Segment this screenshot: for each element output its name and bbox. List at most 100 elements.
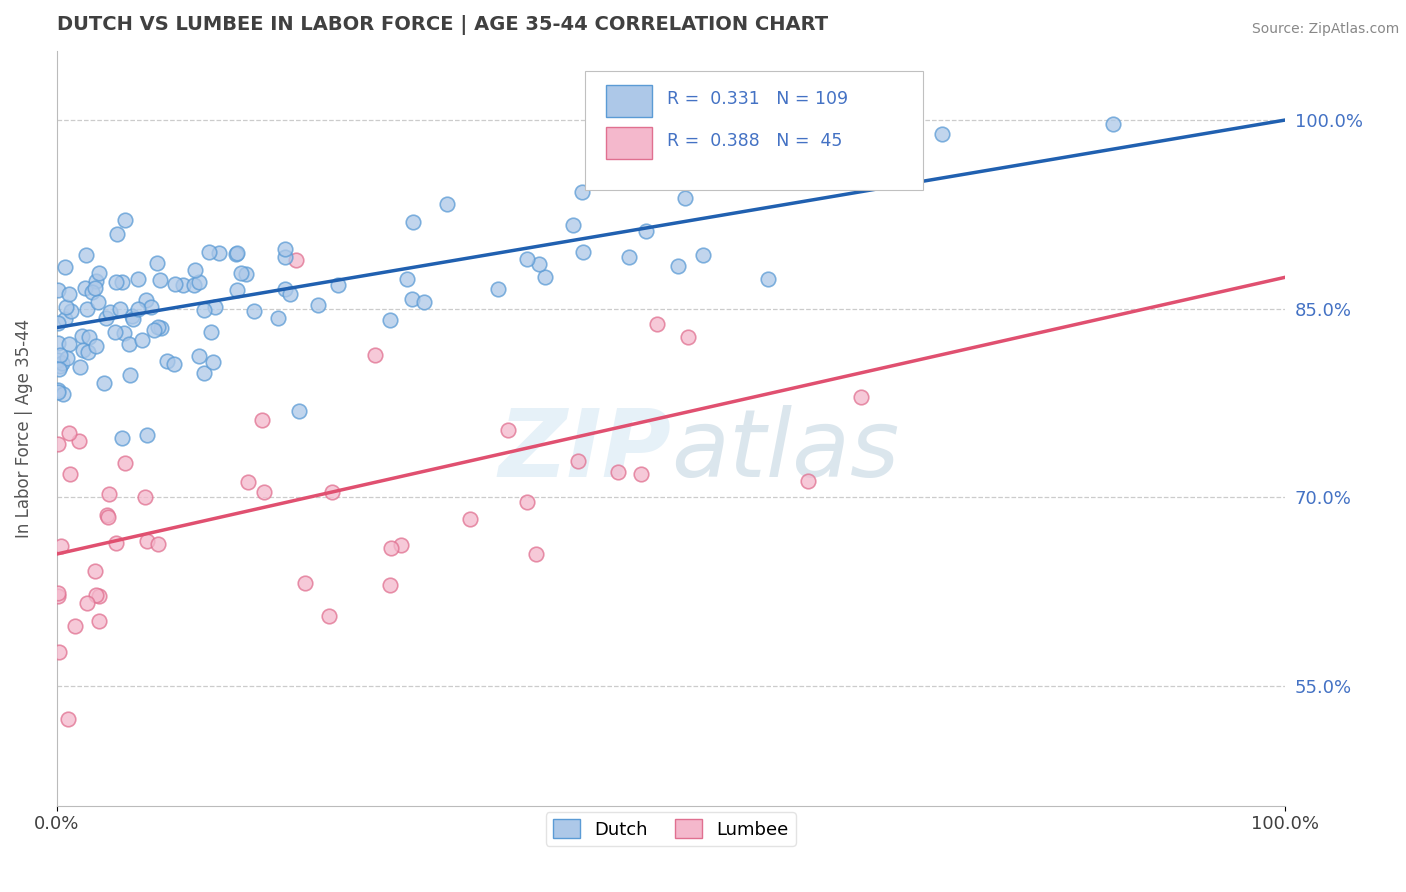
Point <box>108 301 131 316</box>
Point <box>70 329 93 343</box>
Point <box>63 619 86 633</box>
FancyBboxPatch shape <box>585 71 922 191</box>
Text: R =  0.331   N = 109: R = 0.331 N = 109 <box>668 90 848 108</box>
Point <box>111 275 134 289</box>
Point <box>273 242 295 256</box>
Point <box>55 351 77 365</box>
Point <box>149 273 172 287</box>
Point <box>67 434 90 448</box>
Y-axis label: In Labor Force | Age 35-44: In Labor Force | Age 35-44 <box>15 318 32 538</box>
Point <box>673 191 696 205</box>
Point <box>378 578 401 592</box>
Point <box>197 244 219 259</box>
Point <box>226 283 249 297</box>
Point <box>76 596 98 610</box>
Point <box>46 316 69 330</box>
Point <box>89 266 111 280</box>
Point <box>135 534 157 549</box>
Point <box>141 301 163 315</box>
Point <box>571 245 593 260</box>
Point <box>121 312 143 326</box>
Point <box>46 384 69 399</box>
Point <box>318 608 340 623</box>
Point <box>253 484 276 499</box>
Point <box>84 588 107 602</box>
Point <box>105 227 128 241</box>
Point <box>571 185 593 199</box>
Point <box>146 319 169 334</box>
Point <box>46 335 69 350</box>
Point <box>226 246 249 260</box>
Point <box>294 575 316 590</box>
Point <box>104 275 127 289</box>
Point <box>288 404 311 418</box>
Point <box>53 260 76 275</box>
Point <box>114 213 136 227</box>
Point <box>524 548 547 562</box>
Point <box>363 348 385 362</box>
Point <box>692 248 714 262</box>
Point <box>51 356 73 370</box>
Point <box>486 282 509 296</box>
Point <box>163 358 186 372</box>
Text: atlas: atlas <box>671 406 898 497</box>
Point <box>118 368 141 382</box>
Point <box>98 305 121 319</box>
Point <box>94 310 117 325</box>
Point <box>243 303 266 318</box>
Point <box>46 352 69 367</box>
Point <box>96 508 118 522</box>
Point <box>55 300 77 314</box>
Point <box>796 475 818 489</box>
Point <box>142 323 165 337</box>
Point <box>395 271 418 285</box>
Point <box>204 300 226 314</box>
Point <box>46 384 69 398</box>
Point <box>389 537 412 551</box>
Point <box>98 487 121 501</box>
Point <box>740 151 762 165</box>
Point <box>413 295 436 310</box>
Point <box>83 280 105 294</box>
Point <box>267 310 290 325</box>
Point <box>187 349 209 363</box>
Point <box>127 272 149 286</box>
Bar <box>606 127 652 159</box>
Point <box>534 269 557 284</box>
Point <box>89 614 111 628</box>
Point <box>208 246 231 260</box>
Point <box>460 512 482 526</box>
Point <box>84 274 107 288</box>
Point <box>93 376 115 390</box>
Point <box>149 321 172 335</box>
Point <box>606 465 628 479</box>
Legend: Dutch, Lumbee: Dutch, Lumbee <box>546 812 796 846</box>
Point <box>146 256 169 270</box>
Point <box>49 359 72 373</box>
Point <box>1102 117 1125 131</box>
Point <box>202 355 225 369</box>
Point <box>756 271 779 285</box>
Point <box>58 286 80 301</box>
Point <box>112 326 135 340</box>
Point <box>630 467 652 481</box>
Point <box>87 295 110 310</box>
Point <box>131 334 153 348</box>
Point <box>200 325 222 339</box>
Point <box>561 218 583 232</box>
Point <box>134 490 156 504</box>
Point <box>84 339 107 353</box>
Point <box>274 282 297 296</box>
Point <box>72 343 94 358</box>
Point <box>326 277 349 292</box>
Point <box>127 301 149 316</box>
Point <box>79 330 101 344</box>
Point <box>83 564 105 578</box>
Point <box>48 645 70 659</box>
Point <box>46 283 69 297</box>
Bar <box>606 85 652 117</box>
Point <box>53 312 76 326</box>
Point <box>274 250 297 264</box>
Text: Source: ZipAtlas.com: Source: ZipAtlas.com <box>1251 22 1399 37</box>
Point <box>46 436 69 450</box>
